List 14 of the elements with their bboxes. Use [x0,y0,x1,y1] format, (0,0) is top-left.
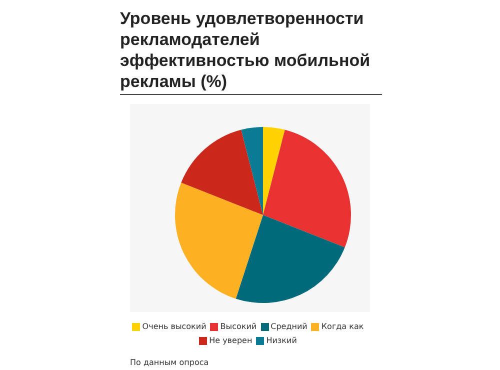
pie-slice [236,215,345,303]
text: По данным опроса [130,358,209,367]
pie-slice [241,127,263,215]
legend-label: Низкий [266,336,297,346]
pie-slice [181,130,263,215]
chart-title: Уровень удовлетворенности рекламодателей эффективностью мобильной рекламы (%) [120,8,382,92]
legend-label: Когда как [321,322,364,332]
legend-label: Не уверен [209,336,252,346]
legend-label: Очень высокий [142,322,206,332]
pie-slice [263,130,351,248]
legend-label: Высокий [220,322,257,332]
pie-slice [175,182,263,299]
legend-label: Средний [270,322,308,332]
pie-slice [263,127,285,215]
